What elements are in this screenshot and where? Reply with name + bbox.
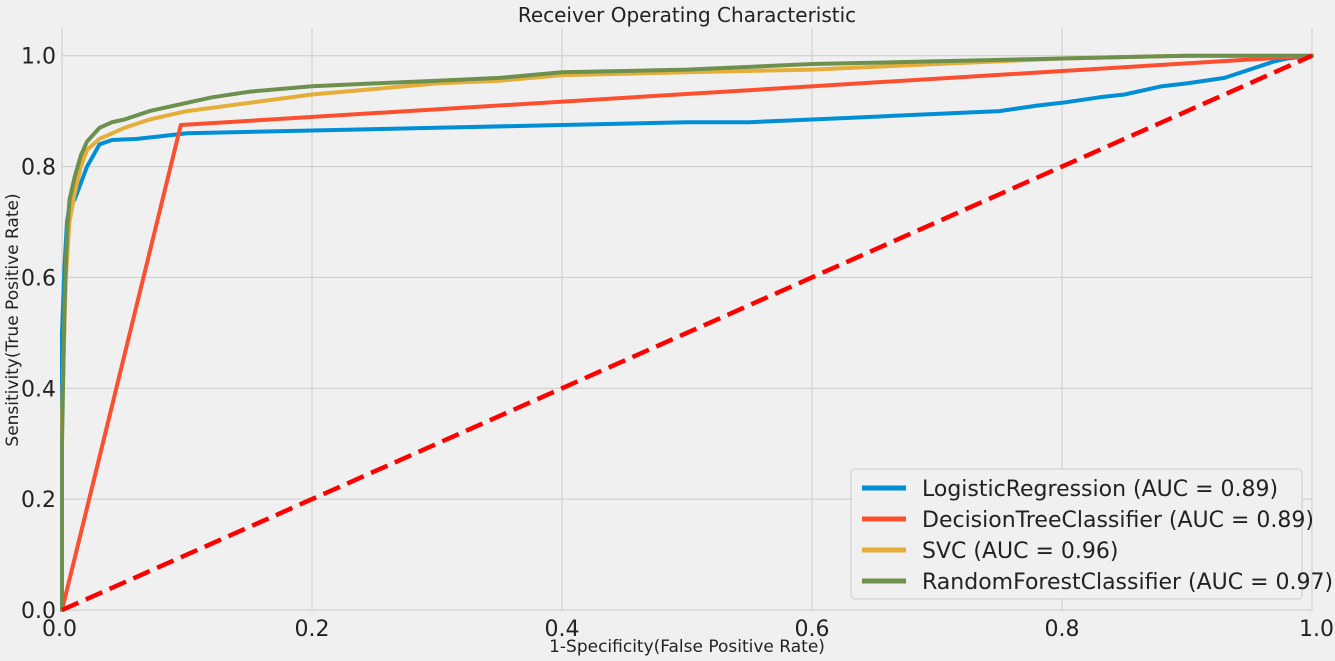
y-tick-label-1: 0.2 bbox=[21, 488, 56, 513]
x-axis-label: 1-Specificity(False Positive Rate) bbox=[549, 637, 825, 657]
reference-diagonal-line bbox=[61, 53, 1313, 613]
legend: LogisticRegression (AUC = 0.89) DecisionT… bbox=[850, 468, 1333, 600]
y-tick-label-5: 1.0 bbox=[21, 45, 56, 70]
x-tick-label-1: 0.2 bbox=[295, 617, 330, 642]
legend-label-1: DecisionTreeClassifier (AUC = 0.89) bbox=[922, 508, 1314, 533]
tick-labels: 0.0 0.2 0.4 0.6 0.8 1.0 0.0 0.2 0.4 0.6 0.8 1.0 bbox=[21, 45, 1334, 642]
y-axis-label: Sensitivity(True Positive Rate) bbox=[3, 193, 23, 446]
y-tick-label-3: 0.6 bbox=[21, 266, 56, 291]
series-line-0 bbox=[60, 53, 1314, 612]
x-tick-label-2: 0.4 bbox=[545, 617, 580, 642]
y-tick-label-4: 0.8 bbox=[21, 156, 56, 181]
chart-title: Receiver Operating Characteristic bbox=[518, 3, 856, 27]
legend-box bbox=[850, 468, 1303, 600]
y-tick-label-0: 0.0 bbox=[21, 599, 56, 624]
legend-items: LogisticRegression (AUC = 0.89) DecisionT… bbox=[862, 477, 1333, 595]
series-line-1 bbox=[60, 53, 1314, 612]
legend-label-3: RandomForestClassifier (AUC = 0.97) bbox=[922, 570, 1333, 595]
x-tick-label-3: 0.6 bbox=[795, 617, 830, 642]
series-line-3 bbox=[60, 53, 1314, 612]
y-tick-label-2: 0.4 bbox=[21, 377, 56, 402]
legend-label-0: LogisticRegression (AUC = 0.89) bbox=[922, 477, 1278, 502]
x-tick-label-4: 0.8 bbox=[1045, 617, 1080, 642]
legend-label-2: SVC (AUC = 0.96) bbox=[922, 539, 1118, 564]
x-tick-label-0: 0.0 bbox=[42, 617, 77, 642]
series-lines bbox=[60, 53, 1314, 613]
x-tick-label-5: 1.0 bbox=[1299, 617, 1334, 642]
series-line-2 bbox=[60, 53, 1314, 612]
